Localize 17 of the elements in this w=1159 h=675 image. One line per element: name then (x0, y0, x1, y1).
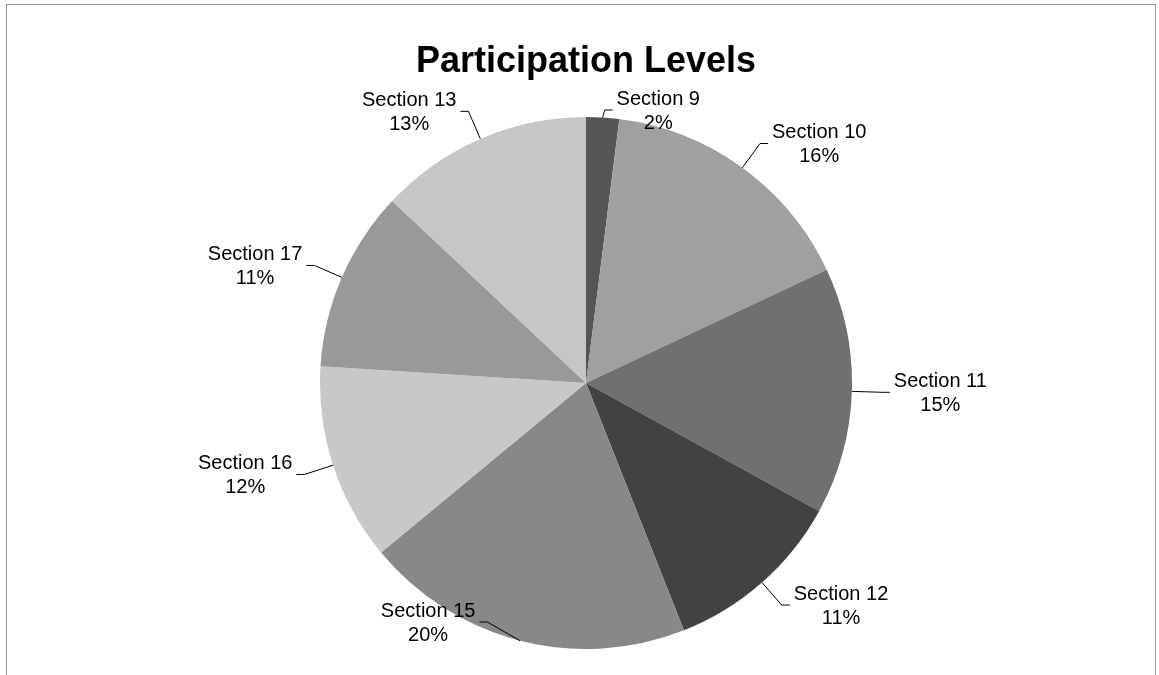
slice-label: Section 11 (893, 368, 987, 391)
chart-title: Participation Levels (415, 39, 757, 80)
data-label: 11% (821, 605, 861, 628)
slice-label: Section 15 (380, 598, 476, 621)
data-label: 2% (643, 110, 673, 133)
slice-label: Section 9 (616, 86, 700, 109)
data-label: 16% (799, 144, 840, 167)
data-label: 20% (408, 622, 449, 645)
data-label: 12% (225, 474, 266, 497)
slice-label: Section 17 (207, 241, 303, 264)
data-label: 15% (920, 392, 961, 415)
data-label: 13% (389, 111, 430, 134)
data-label: 11% (235, 265, 275, 288)
slice-label: Section 12 (793, 581, 889, 604)
slice-label: Section 13 (361, 87, 457, 110)
slice-label: Section 10 (771, 120, 867, 143)
slice-label: Section 16 (197, 450, 293, 473)
